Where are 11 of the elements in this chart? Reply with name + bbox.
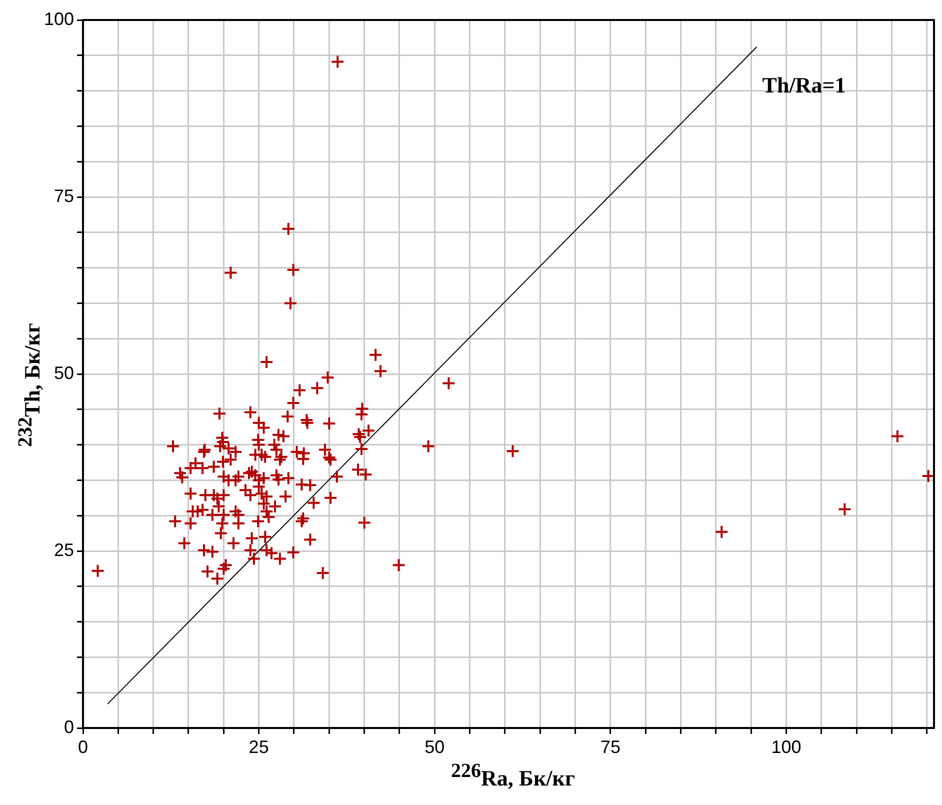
x-tick-label: 75 [600, 736, 620, 757]
x-tick-label: 25 [248, 736, 269, 757]
y-tick-label: 75 [54, 186, 74, 206]
x-tick-label: 0 [78, 736, 88, 757]
y-tick-label: 50 [54, 362, 74, 383]
x-tick-label: 100 [771, 736, 802, 757]
y-tick-label: 25 [54, 540, 74, 560]
y-tick-label: 100 [44, 8, 74, 29]
y-tick-label: 0 [64, 716, 74, 737]
annotation: Th/Ra=1 [762, 72, 846, 98]
x-tick-label: 50 [424, 736, 445, 757]
